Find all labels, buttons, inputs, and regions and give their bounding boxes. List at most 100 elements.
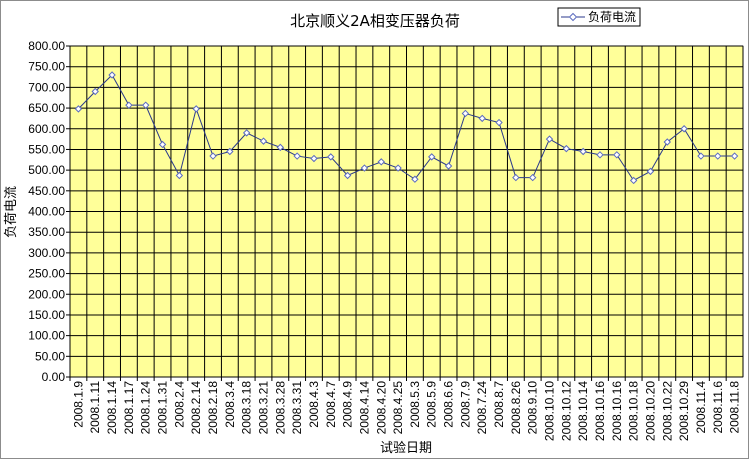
x-tick-label: 2008.2.14 [189, 381, 203, 435]
x-axis-label: 试验日期 [380, 440, 432, 456]
y-tick-label: 400.00 [28, 205, 65, 219]
x-tick-label: 2008.1.24 [139, 381, 153, 435]
data-point [714, 152, 722, 160]
x-tick-label: 2008.7.9 [458, 381, 472, 428]
data-point [158, 140, 167, 149]
x-tick-label: 2008.1.17 [122, 381, 136, 435]
x-tick-label: 2008.4.9 [341, 381, 355, 428]
data-point [327, 153, 335, 161]
x-tick-label: 2008.10.12 [559, 381, 573, 441]
data-point [377, 158, 385, 166]
data-point [663, 138, 671, 146]
data-point [562, 144, 571, 153]
chart-title: 北京顺义2A相变压器负荷 [290, 12, 460, 30]
x-tick-label: 2008.10.16 [610, 381, 624, 441]
data-point [512, 173, 520, 182]
x-tick-label: 2008.4.3 [307, 381, 321, 428]
x-tick-label: 2008.1.31 [156, 381, 170, 435]
x-tick-label: 2008.2.4 [172, 381, 186, 428]
data-point [125, 101, 133, 109]
x-tick-label: 2008.5.9 [425, 381, 439, 428]
y-tick-label: 200.00 [28, 287, 65, 301]
y-tick-label: 750.00 [28, 60, 65, 74]
x-tick-label: 2008.3.4 [223, 381, 237, 428]
data-point [528, 173, 537, 182]
x-tick-label: 2008.10.29 [677, 381, 691, 441]
data-point [411, 175, 419, 183]
x-axis-ticks: 2008.1.9 2008.1.11 2008.1.14 2008.1.17 2008.… [69, 377, 742, 441]
series-line [78, 74, 735, 182]
y-tick-label: 550.00 [28, 142, 65, 156]
data-point [478, 114, 486, 123]
x-tick-label: 2008.10.14 [576, 381, 590, 441]
data-point [579, 147, 587, 156]
x-tick-label: 2008.3.31 [290, 381, 304, 435]
data-point [259, 137, 268, 145]
x-tick-label: 2008.2.18 [206, 381, 220, 435]
y-tick-label: 250.00 [28, 267, 65, 281]
data-point [360, 164, 369, 172]
data-point [394, 164, 402, 172]
x-tick-label: 2008.10.22 [660, 381, 674, 441]
y-tick-label: 350.00 [28, 225, 65, 239]
data-point [444, 162, 453, 170]
x-tick-label: 2008.1.11 [88, 381, 102, 434]
x-tick-label: 2008.3.18 [240, 381, 254, 435]
x-tick-label: 2008.4.7 [324, 381, 338, 428]
legend-marker-swatch [568, 12, 578, 22]
x-tick-label: 2008.11.4 [694, 381, 708, 434]
data-point [428, 153, 436, 161]
x-tick-label: 2008.1.9 [71, 381, 85, 428]
x-tick-label: 2008.8.26 [509, 381, 523, 435]
x-tick-label: 2008.7.24 [475, 381, 489, 435]
x-tick-label: 2008.10.20 [643, 381, 657, 441]
x-tick-label: 2008.10.10 [543, 381, 557, 441]
data-point [613, 151, 621, 159]
data-point [192, 105, 200, 113]
y-tick-label: 700.00 [28, 80, 65, 94]
data-point [697, 152, 705, 160]
x-tick-label: 2008.11.6 [711, 381, 725, 434]
data-point [108, 71, 116, 79]
y-axis-label: 负荷电流 [4, 186, 19, 238]
y-axis-ticks: 0.00 50.00 100.00 150.00 200.00 250.00 300.00 3… [28, 39, 70, 384]
data-point [343, 171, 352, 180]
data-point [730, 152, 739, 160]
y-tick-label: 300.00 [28, 246, 65, 260]
y-tick-label: 450.00 [28, 184, 65, 198]
data-point [226, 147, 234, 156]
y-tick-label: 500.00 [28, 163, 65, 177]
x-tick-label: 2008.6.6 [442, 381, 456, 428]
data-point [646, 167, 655, 176]
legend-box [557, 7, 641, 27]
data-point [629, 176, 638, 185]
x-tick-label: 2008.1.14 [105, 381, 119, 435]
data-point [545, 135, 554, 143]
data-point [209, 152, 217, 160]
x-tick-label: 2008.9.10 [526, 381, 540, 435]
y-tick-label: 800.00 [28, 39, 65, 53]
data-point [242, 129, 251, 137]
data-point [91, 87, 99, 96]
data-point [142, 101, 150, 109]
data-point [175, 171, 184, 180]
y-tick-label: 600.00 [28, 122, 65, 136]
y-tick-label: 650.00 [28, 101, 65, 115]
x-tick-label: 2008.8.7 [492, 381, 506, 428]
legend: 负荷电流 [557, 7, 641, 27]
y-tick-label: 50.00 [35, 349, 65, 363]
data-point [74, 105, 83, 113]
x-tick-label: 2008.3.21 [256, 381, 270, 435]
x-tick-label: 2008.4.20 [374, 381, 388, 435]
data-point [310, 154, 318, 163]
x-tick-label: 2008.10.16 [593, 381, 607, 441]
x-tick-label: 2008.3.28 [273, 381, 287, 435]
legend-label: 负荷电流 [588, 10, 636, 24]
y-tick-label: 0.00 [42, 370, 66, 384]
data-point [680, 125, 688, 133]
x-tick-label: 2008.11.8 [728, 381, 742, 434]
x-tick-label: 2008.4.25 [391, 381, 405, 435]
series-markers [74, 71, 739, 185]
